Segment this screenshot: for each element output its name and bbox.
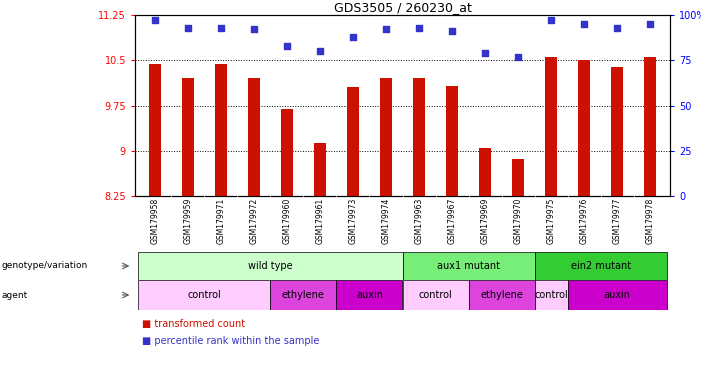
Text: genotype/variation: genotype/variation [1, 262, 88, 270]
Text: auxin: auxin [604, 290, 631, 300]
Bar [535, 280, 568, 310]
Bar [182, 78, 193, 196]
Text: wild type: wild type [248, 261, 293, 271]
Point [414, 25, 425, 31]
Point [545, 17, 557, 23]
Text: ■ transformed count: ■ transformed count [142, 319, 245, 329]
Bar [271, 280, 336, 310]
Bar [512, 159, 524, 196]
Text: GSM179976: GSM179976 [580, 198, 589, 244]
Bar [402, 280, 468, 310]
Text: GSM179972: GSM179972 [250, 198, 259, 244]
Point [578, 21, 590, 27]
Text: GSM179960: GSM179960 [283, 198, 292, 244]
Bar [336, 280, 402, 310]
Text: GSM179974: GSM179974 [381, 198, 390, 244]
Text: GSM179975: GSM179975 [547, 198, 556, 244]
Bar [479, 148, 491, 196]
Bar [380, 78, 392, 196]
Text: auxin: auxin [356, 290, 383, 300]
Bar [578, 60, 590, 196]
Bar [468, 280, 535, 310]
Bar [568, 280, 667, 310]
Point [611, 25, 622, 31]
Text: GSM179970: GSM179970 [514, 198, 522, 244]
Text: GSM179977: GSM179977 [613, 198, 622, 244]
Text: GSM179973: GSM179973 [348, 198, 358, 244]
Bar [215, 64, 226, 196]
Text: GSM179961: GSM179961 [315, 198, 325, 244]
Point [645, 21, 656, 27]
Text: control: control [534, 290, 568, 300]
Point [381, 26, 392, 33]
Text: GSM179969: GSM179969 [481, 198, 489, 244]
Text: GSM179958: GSM179958 [150, 198, 159, 244]
Bar [347, 88, 359, 196]
Bar [138, 252, 402, 280]
Text: agent: agent [1, 291, 27, 300]
Bar [545, 57, 557, 196]
Text: GSM179967: GSM179967 [447, 198, 456, 244]
Bar [413, 78, 425, 196]
Text: ethylene: ethylene [480, 290, 523, 300]
Point [447, 28, 458, 34]
Text: ■ percentile rank within the sample: ■ percentile rank within the sample [142, 336, 320, 346]
Point [479, 50, 491, 56]
Point [248, 26, 259, 33]
Bar [248, 78, 259, 196]
Text: ethylene: ethylene [282, 290, 325, 300]
Text: control: control [418, 290, 452, 300]
Bar [314, 143, 326, 196]
Bar [644, 56, 656, 196]
Point [348, 34, 359, 40]
Point [281, 43, 292, 49]
Point [314, 48, 325, 54]
Text: GSM179959: GSM179959 [184, 198, 192, 244]
Text: GSM179978: GSM179978 [646, 198, 655, 244]
Point [512, 53, 524, 60]
Point [149, 17, 161, 23]
Bar [535, 252, 667, 280]
Bar [281, 109, 293, 196]
Bar [149, 65, 161, 196]
Text: control: control [187, 290, 222, 300]
Title: GDS3505 / 260230_at: GDS3505 / 260230_at [334, 1, 472, 14]
Text: ein2 mutant: ein2 mutant [571, 261, 631, 271]
Text: GSM179971: GSM179971 [217, 198, 225, 244]
Text: GSM179963: GSM179963 [414, 198, 423, 244]
Point [215, 25, 226, 31]
Bar [138, 280, 271, 310]
Bar [402, 252, 535, 280]
Text: aux1 mutant: aux1 mutant [437, 261, 500, 271]
Bar [611, 68, 623, 196]
Bar [447, 86, 458, 196]
Point [182, 25, 193, 31]
